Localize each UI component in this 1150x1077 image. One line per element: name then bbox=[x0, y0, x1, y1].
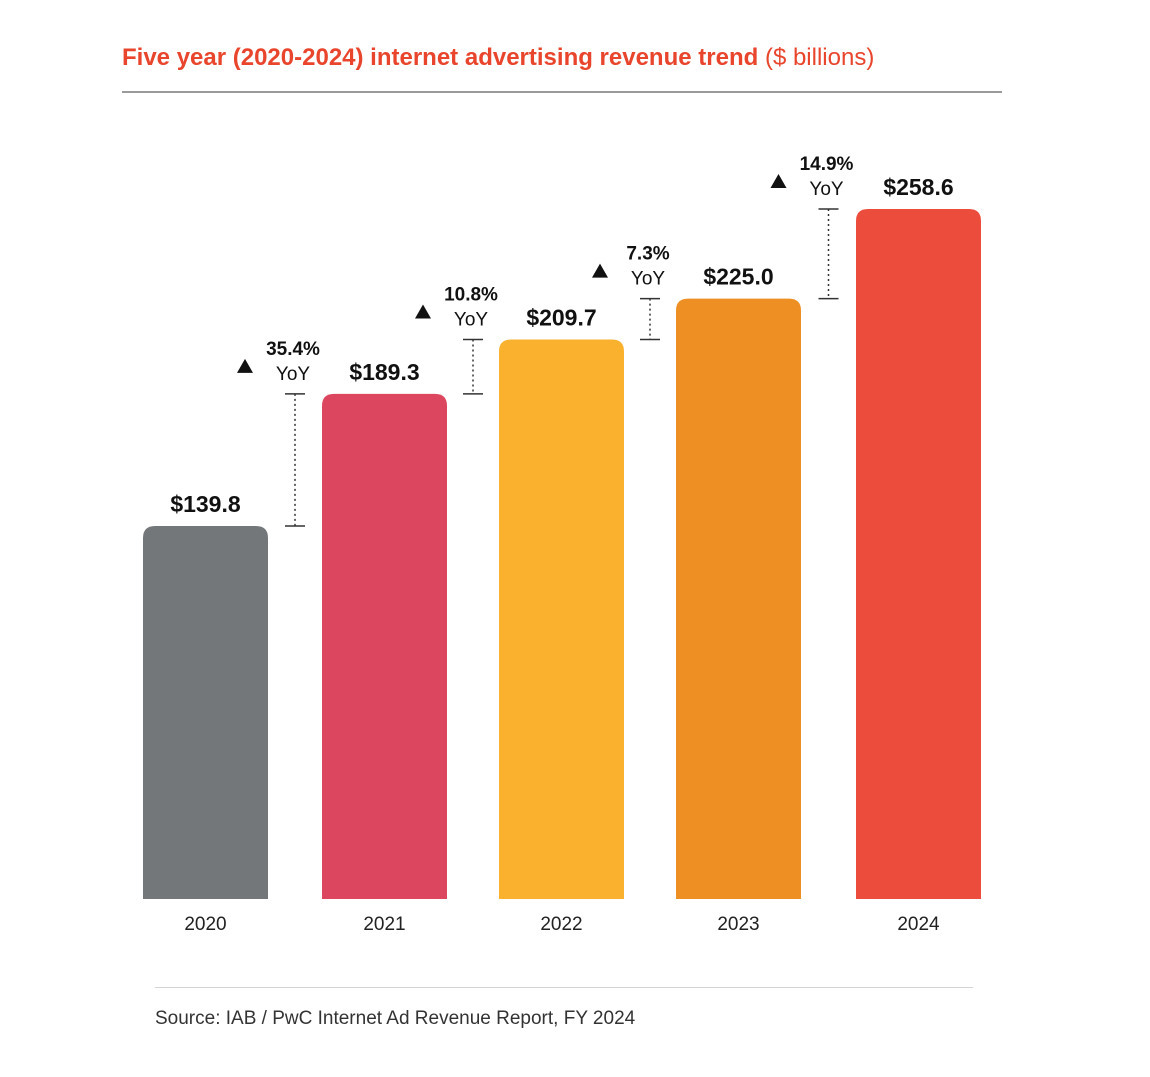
up-triangle-icon-2023 bbox=[592, 263, 608, 278]
value-label-2020: $139.8 bbox=[170, 491, 241, 517]
up-triangle-icon-2022 bbox=[415, 304, 431, 319]
source-label: Source: bbox=[155, 1008, 221, 1029]
yoy-percent-2023: 7.3% bbox=[626, 244, 669, 265]
yoy-label-2024: YoY bbox=[809, 179, 843, 200]
bar-2022 bbox=[499, 339, 624, 899]
x-tick-label-2020: 2020 bbox=[184, 914, 226, 935]
yoy-percent-2022: 10.8% bbox=[444, 284, 498, 305]
value-label-2021: $189.3 bbox=[349, 359, 419, 385]
value-label-2023: $225.0 bbox=[703, 264, 773, 290]
yoy-percent-2024: 14.9% bbox=[800, 154, 854, 175]
yoy-label-2021: YoY bbox=[276, 364, 310, 385]
chart-title: Five year (2020-2024) internet advertisi… bbox=[122, 44, 874, 72]
up-triangle-icon-2021 bbox=[237, 358, 253, 373]
x-tick-label-2021: 2021 bbox=[363, 914, 405, 935]
bar-2021 bbox=[322, 393, 447, 899]
title-divider bbox=[122, 91, 1002, 93]
yoy-percent-2021: 35.4% bbox=[266, 339, 320, 360]
x-tick-label-2024: 2024 bbox=[897, 914, 940, 935]
source-note: Source: IAB / PwC Internet Ad Revenue Re… bbox=[155, 1008, 635, 1030]
chart-title-main: Five year (2020-2024) internet advertisi… bbox=[122, 44, 759, 71]
bar-2024 bbox=[856, 209, 981, 899]
chart-title-unit: ($ billions) bbox=[764, 44, 875, 71]
x-tick-label-2023: 2023 bbox=[717, 914, 759, 935]
bar-2023 bbox=[676, 298, 801, 899]
yoy-label-2022: YoY bbox=[454, 309, 488, 330]
value-label-2022: $209.7 bbox=[526, 304, 596, 330]
bar-chart: $139.8 2020 $189.3 2021 $209.7 2022 $225.0 2023… bbox=[143, 154, 981, 935]
bar-2020 bbox=[143, 525, 268, 899]
value-label-2024: $258.6 bbox=[883, 174, 953, 200]
source-text: IAB / PwC Internet Ad Revenue Report, FY… bbox=[225, 1008, 636, 1029]
x-tick-label-2022: 2022 bbox=[540, 914, 582, 935]
source-divider bbox=[155, 987, 973, 988]
up-triangle-icon-2024 bbox=[770, 174, 787, 188]
yoy-label-2023: YoY bbox=[631, 269, 665, 290]
